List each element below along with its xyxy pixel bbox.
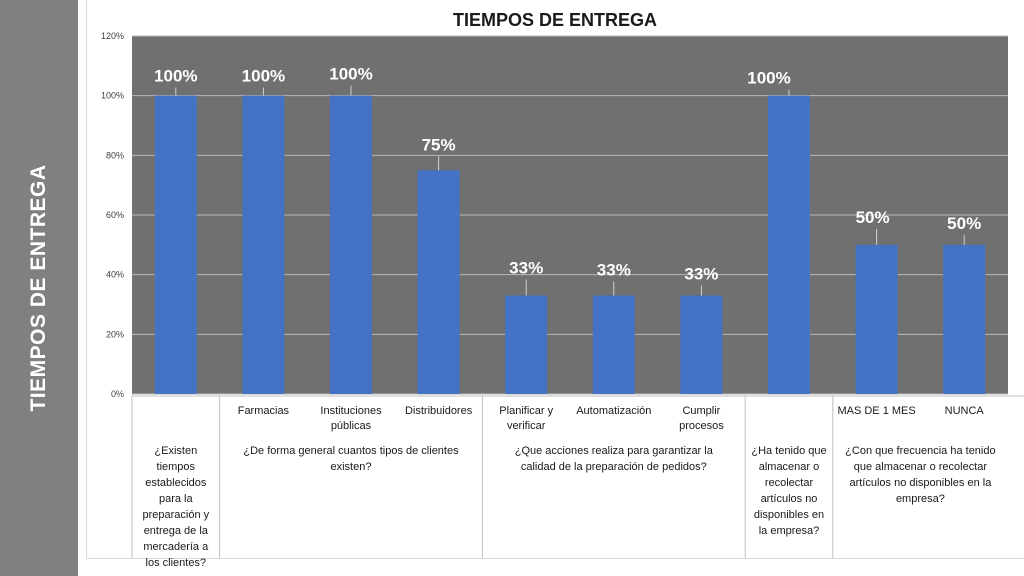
bar xyxy=(330,95,372,395)
bar xyxy=(680,295,723,394)
chart-frame xyxy=(86,0,1024,559)
chart-title: TIEMPOS DE ENTREGA xyxy=(452,10,658,30)
sidebar-panel: TIEMPOS DE ENTREGA xyxy=(0,0,78,576)
data-label: 100% xyxy=(329,65,372,84)
y-tick-label: 60% xyxy=(106,210,124,220)
y-tick-label: 100% xyxy=(101,91,124,101)
data-label: 100% xyxy=(242,67,285,86)
question-label: ¿Existen tiempos establecidos para la prepar… xyxy=(142,445,209,569)
data-label: 50% xyxy=(856,208,890,227)
data-label: 100% xyxy=(154,67,197,86)
y-tick-label: 20% xyxy=(106,329,124,339)
data-label: 50% xyxy=(947,214,981,233)
category-label: Cumplir procesos xyxy=(679,405,724,432)
data-label: 100% xyxy=(747,69,790,88)
category-label: Farmacias xyxy=(238,405,290,417)
y-tick-label: 40% xyxy=(106,270,124,280)
question-label: ¿Con que frecuencia ha tenido que almacen… xyxy=(845,445,995,505)
y-tick-label: 0% xyxy=(111,389,124,399)
category-label: NUNCA xyxy=(945,405,985,417)
category-label: MAS DE 1 MES xyxy=(837,405,915,417)
bar xyxy=(768,95,810,395)
data-label: 33% xyxy=(509,259,543,278)
category-label: Automatización xyxy=(576,405,651,417)
bar xyxy=(855,244,898,394)
data-label: 33% xyxy=(684,265,718,284)
data-label: 33% xyxy=(597,261,631,280)
bar xyxy=(242,95,285,395)
data-label: 75% xyxy=(422,135,456,154)
bar xyxy=(943,244,986,394)
category-label: Instituciones públicas xyxy=(320,405,382,432)
bar xyxy=(505,295,548,394)
question-label: ¿Ha tenido que almacenar o recolectar artíc… xyxy=(751,445,826,537)
category-label: Distribuidores xyxy=(405,405,473,417)
question-label: ¿De forma general cuantos tipos de clien… xyxy=(243,445,459,473)
y-tick-label: 120% xyxy=(101,31,124,41)
category-label: Planificar y verificar xyxy=(499,405,553,432)
bar xyxy=(154,95,197,395)
y-tick-label: 80% xyxy=(106,150,124,160)
question-label: ¿Que acciones realiza para garantizar la… xyxy=(515,445,714,473)
bar xyxy=(592,295,635,394)
bar xyxy=(417,170,460,394)
